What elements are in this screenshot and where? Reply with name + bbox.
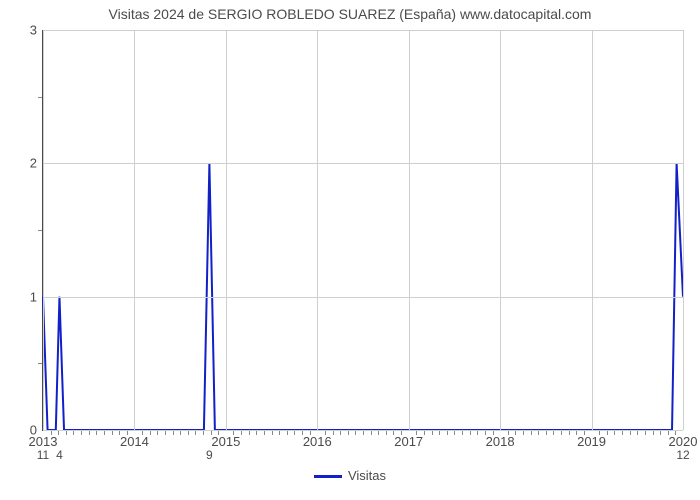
x-tick-label: 2016 (303, 434, 332, 449)
chart-container: Visitas 2024 de SERGIO ROBLEDO SUAREZ (E… (0, 0, 700, 500)
x-tick-label: 2018 (486, 434, 515, 449)
y-tick-label: 1 (7, 289, 37, 304)
y-tick-label: 3 (7, 23, 37, 38)
chart-title: Visitas 2024 de SERGIO ROBLEDO SUAREZ (E… (0, 6, 700, 22)
x-tick-label: 2017 (394, 434, 423, 449)
x-tick-label: 2020 (669, 434, 698, 449)
line-series (43, 30, 683, 430)
y-tick-label: 0 (7, 423, 37, 438)
data-point-label: 9 (206, 448, 213, 462)
y-tick-label: 2 (7, 156, 37, 171)
data-point-label: 12 (676, 448, 689, 462)
x-tick-label: 2019 (577, 434, 606, 449)
legend-label: Visitas (348, 468, 386, 483)
x-tick-label: 2015 (211, 434, 240, 449)
legend-swatch (314, 475, 342, 478)
data-point-label: 11 (37, 448, 49, 462)
data-point-label: 4 (56, 448, 63, 462)
x-tick-label: 2014 (120, 434, 149, 449)
legend: Visitas (0, 468, 700, 483)
plot-area: 2013201420152016201720182019202001231149… (42, 30, 683, 431)
